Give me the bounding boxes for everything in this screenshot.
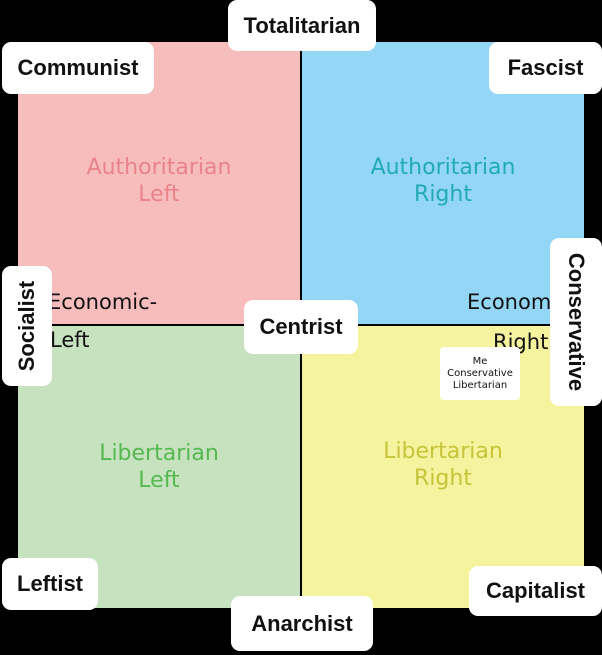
tag-anarchist: Anarchist [231, 596, 373, 651]
tag-leftist: Leftist [2, 558, 98, 610]
tag-totalitarian: Totalitarian [228, 0, 376, 51]
tag-socialist-label: Socialist [14, 280, 40, 372]
quadrant-label-authoritarian-left: Authoritarian Left [86, 155, 232, 207]
axis-label-economic-left-line2: Left [50, 328, 90, 352]
me-marker-line1: Me [472, 355, 488, 367]
me-marker-line3: Libertarian [452, 379, 508, 391]
tag-socialist: Socialist [2, 266, 52, 386]
tag-fascist: Fascist [489, 42, 602, 94]
quadrant-label-authoritarian-right: Authoritarian Right [370, 155, 516, 207]
me-marker-line2: Conservative [447, 367, 513, 379]
tag-conservative-label: Conservative [564, 252, 589, 392]
tag-centrist: Centrist [244, 300, 358, 354]
axis-label-economic-right-line1: Econom [467, 290, 552, 314]
me-marker: Me Conservative Libertarian [440, 347, 520, 400]
tag-communist: Communist [2, 42, 154, 94]
quadrant-label-libertarian-right: Libertarian Right [383, 439, 503, 491]
quadrant-label-libertarian-left: Libertarian Left [99, 441, 219, 493]
tag-conservative: Conservative [550, 238, 602, 406]
axis-label-economic-left-line1: Economic- [48, 290, 158, 314]
tag-capitalist: Capitalist [469, 566, 602, 616]
